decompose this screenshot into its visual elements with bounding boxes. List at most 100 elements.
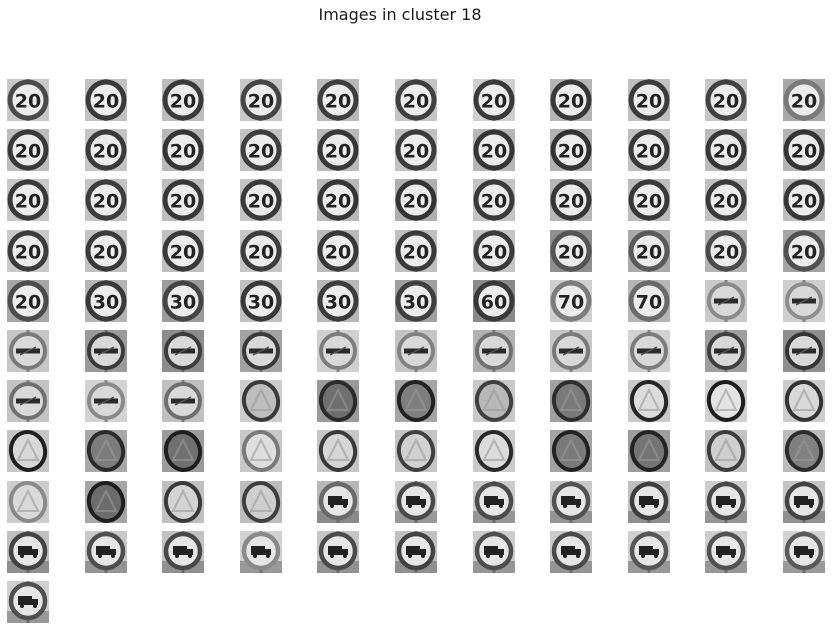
truck-icon <box>484 496 504 508</box>
cluster-image-tile: 20 <box>550 179 592 221</box>
warning-triangle-icon <box>792 437 816 461</box>
cluster-image-tile: 20 <box>7 179 49 221</box>
sign-thumbnail <box>240 430 282 472</box>
sign-thumbnail: 20 <box>317 79 359 121</box>
cluster-image-tile: 20 <box>628 129 670 171</box>
sign-thumbnail: 20 <box>473 79 515 121</box>
sign-thumbnail <box>473 430 515 472</box>
sign-thumbnail: 20 <box>240 179 282 221</box>
cluster-image-tile <box>240 531 282 573</box>
truck-icon <box>328 546 348 558</box>
sign-thumbnail: 20 <box>473 230 515 272</box>
sign-thumbnail <box>162 380 204 422</box>
cluster-image-tile <box>628 380 670 422</box>
cluster-image-tile <box>7 531 49 573</box>
sign-thumbnail <box>783 280 825 322</box>
cluster-image-tile <box>783 380 825 422</box>
warning-triangle-icon <box>714 437 738 461</box>
truck-icon <box>173 546 193 558</box>
cluster-image-tile <box>7 330 49 372</box>
sign-thumbnail <box>162 481 204 523</box>
cluster-image-tile <box>783 330 825 372</box>
sign-thumbnail: 20 <box>628 79 670 121</box>
speed-limit-text: 20 <box>713 242 739 264</box>
speed-limit-text: 20 <box>636 191 662 213</box>
speed-limit-text: 20 <box>15 91 41 113</box>
cluster-image-tile <box>162 380 204 422</box>
cluster-image-tile: 20 <box>240 179 282 221</box>
cluster-image-tile <box>85 531 127 573</box>
sign-thumbnail <box>550 330 592 372</box>
sign-thumbnail <box>85 481 127 523</box>
speed-limit-text: 20 <box>248 242 274 264</box>
speed-limit-text: 20 <box>558 91 584 113</box>
speed-limit-text: 20 <box>791 91 817 113</box>
cluster-image-tile <box>317 430 359 472</box>
cluster-image-tile <box>550 531 592 573</box>
cluster-image-tile <box>395 380 437 422</box>
sign-thumbnail: 20 <box>317 230 359 272</box>
cluster-image-tile <box>240 380 282 422</box>
cluster-image-tile <box>783 430 825 472</box>
cluster-image-tile: 20 <box>240 230 282 272</box>
truck-icon <box>561 496 581 508</box>
warning-triangle-icon <box>482 437 506 461</box>
sign-thumbnail <box>550 481 592 523</box>
sign-thumbnail <box>705 430 747 472</box>
warning-triangle-icon <box>326 437 350 461</box>
speed-limit-text: 20 <box>481 191 507 213</box>
cluster-image-tile: 30 <box>395 280 437 322</box>
sign-thumbnail <box>473 380 515 422</box>
cluster-image-tile <box>395 531 437 573</box>
cluster-image-tile: 20 <box>628 230 670 272</box>
speed-limit-text: 20 <box>636 91 662 113</box>
sign-thumbnail <box>7 481 49 523</box>
speed-limit-text: 20 <box>93 91 119 113</box>
sign-thumbnail: 20 <box>395 230 437 272</box>
cluster-image-tile <box>395 481 437 523</box>
speed-limit-text: 20 <box>713 91 739 113</box>
speed-limit-text: 20 <box>248 191 274 213</box>
sign-thumbnail <box>240 531 282 573</box>
cluster-image-tile <box>7 430 49 472</box>
sign-thumbnail <box>628 380 670 422</box>
speed-limit-text: 20 <box>558 141 584 163</box>
sign-thumbnail <box>550 380 592 422</box>
cluster-image-tile: 20 <box>317 129 359 171</box>
speed-limit-text: 70 <box>636 292 662 314</box>
cluster-image-tile: 20 <box>162 79 204 121</box>
speed-limit-text: 20 <box>558 191 584 213</box>
cluster-image-tile <box>628 531 670 573</box>
truck-icon <box>639 496 659 508</box>
warning-triangle-icon <box>404 387 428 411</box>
sign-thumbnail: 20 <box>395 179 437 221</box>
sign-thumbnail: 20 <box>783 129 825 171</box>
warning-triangle-icon <box>404 437 428 461</box>
sign-thumbnail <box>395 380 437 422</box>
sign-thumbnail <box>317 380 359 422</box>
sign-thumbnail <box>240 330 282 372</box>
cluster-image-tile: 30 <box>85 280 127 322</box>
warning-triangle-icon <box>714 387 738 411</box>
sign-thumbnail <box>705 280 747 322</box>
sign-thumbnail: 20 <box>317 179 359 221</box>
cluster-image-tile: 30 <box>162 280 204 322</box>
warning-triangle-icon <box>249 437 273 461</box>
speed-limit-text: 20 <box>558 242 584 264</box>
sign-thumbnail: 20 <box>473 129 515 171</box>
sign-thumbnail <box>85 430 127 472</box>
cluster-image-tile: 20 <box>550 230 592 272</box>
truck-icon <box>716 496 736 508</box>
cluster-image-tile <box>550 380 592 422</box>
sign-thumbnail <box>628 430 670 472</box>
sign-thumbnail <box>317 531 359 573</box>
sign-thumbnail: 20 <box>85 129 127 171</box>
cluster-image-tile <box>240 330 282 372</box>
sign-thumbnail <box>240 380 282 422</box>
warning-triangle-icon <box>559 387 583 411</box>
sign-thumbnail: 20 <box>85 79 127 121</box>
cluster-image-tile <box>85 430 127 472</box>
speed-limit-text: 20 <box>481 242 507 264</box>
sign-thumbnail <box>705 330 747 372</box>
